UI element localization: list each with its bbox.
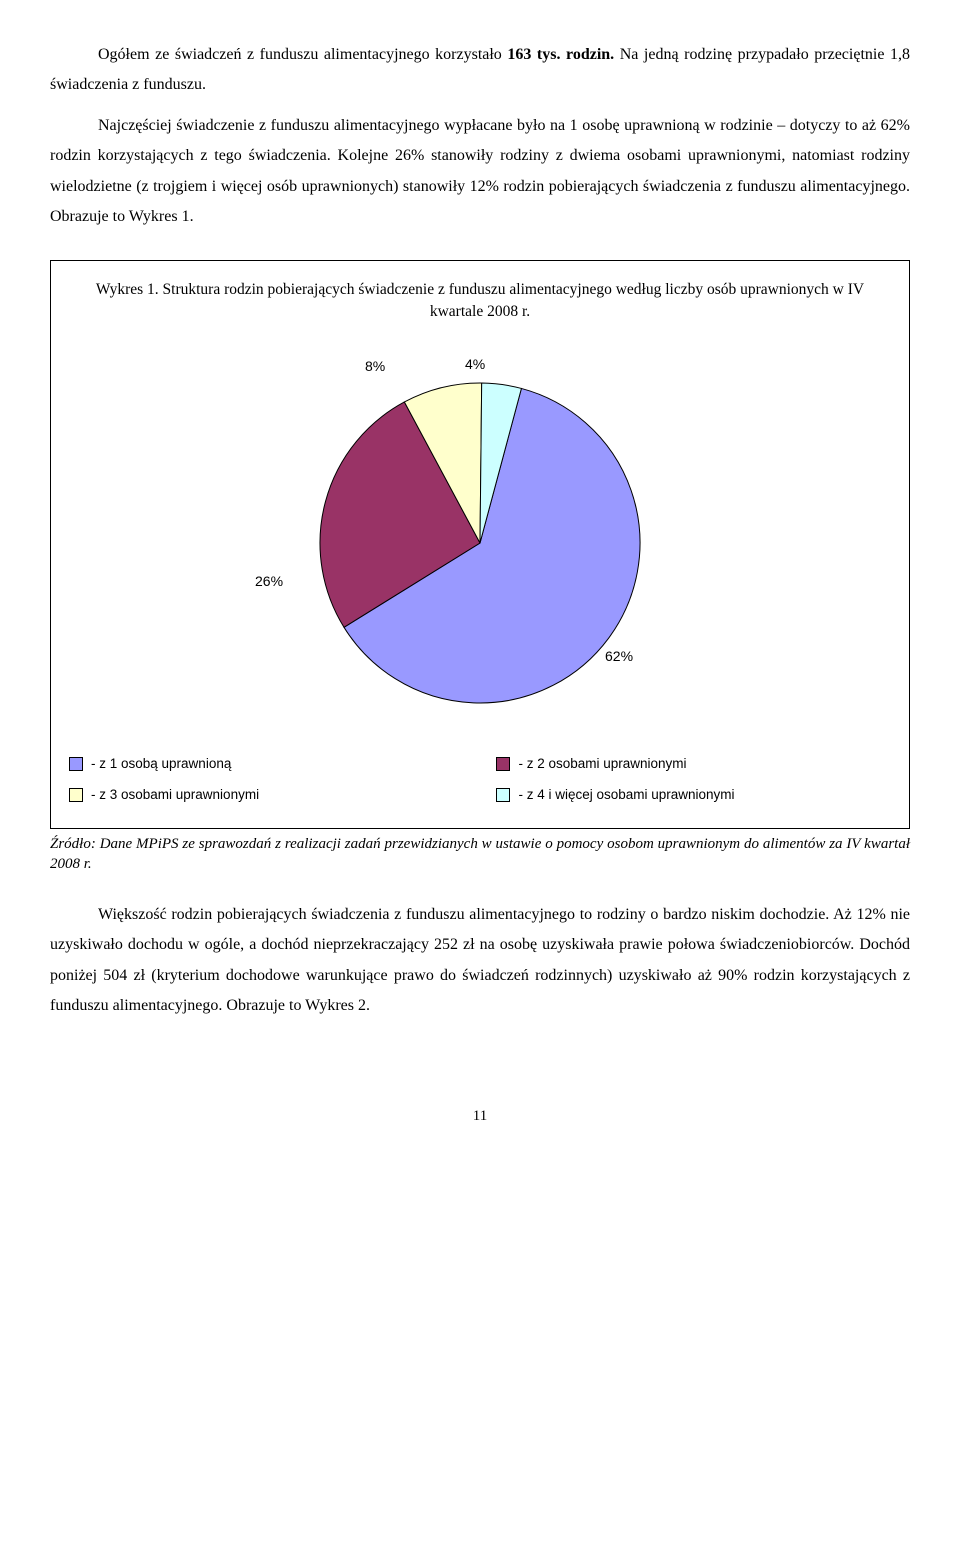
pie-svg xyxy=(200,333,760,733)
chart-box: Wykres 1. Struktura rodzin pobierających… xyxy=(50,260,910,829)
para1-bold: 163 tys. rodzin. xyxy=(507,46,614,63)
page-number: 11 xyxy=(50,1102,910,1131)
legend-label-3: - z 3 osobami uprawnionymi xyxy=(91,782,259,808)
legend-swatch-1 xyxy=(69,757,83,771)
pie-label-8: 8% xyxy=(365,353,385,380)
chart-title: Wykres 1. Struktura rodzin pobierających… xyxy=(69,279,891,322)
paragraph-2: Najczęściej świadczenie z funduszu alime… xyxy=(50,111,910,233)
pie-chart: 62% 26% 8% 4% xyxy=(200,333,760,733)
paragraph-3: Większość rodzin pobierających świadczen… xyxy=(50,900,910,1022)
legend-swatch-4 xyxy=(496,788,510,802)
legend-item-4: - z 4 i więcej osobami uprawnionymi xyxy=(496,782,891,808)
legend-item-1: - z 1 osobą uprawnioną xyxy=(69,751,464,777)
legend-item-3: - z 3 osobami uprawnionymi xyxy=(69,782,464,808)
pie-label-26: 26% xyxy=(255,568,283,595)
legend-swatch-2 xyxy=(496,757,510,771)
legend-label-2: - z 2 osobami uprawnionymi xyxy=(518,751,686,777)
pie-label-62: 62% xyxy=(605,643,633,670)
chart-legend: - z 1 osobą uprawnioną - z 2 osobami upr… xyxy=(69,751,891,814)
legend-label-1: - z 1 osobą uprawnioną xyxy=(91,751,231,777)
legend-swatch-3 xyxy=(69,788,83,802)
pie-label-4: 4% xyxy=(465,351,485,378)
legend-item-2: - z 2 osobami uprawnionymi xyxy=(496,751,891,777)
chart-source: Źródło: Dane MPiPS ze sprawozdań z reali… xyxy=(50,835,910,874)
legend-label-4: - z 4 i więcej osobami uprawnionymi xyxy=(518,782,734,808)
paragraph-1: Ogółem ze świadczeń z funduszu alimentac… xyxy=(50,40,910,101)
para1-prefix: Ogółem ze świadczeń z funduszu alimentac… xyxy=(98,46,507,63)
